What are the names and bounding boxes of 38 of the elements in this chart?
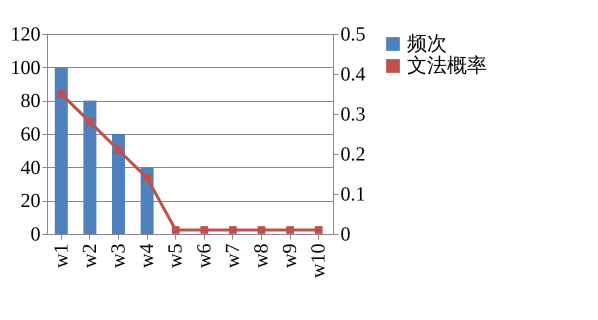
y-tick-label: 20 <box>20 190 40 212</box>
x-tick-label: w5 <box>164 244 187 268</box>
point <box>314 226 323 234</box>
y2-tick-label: 0.3 <box>340 104 366 126</box>
y-tick-label: 100 <box>10 56 40 79</box>
x-tick-label: w8 <box>250 244 272 268</box>
point <box>229 226 237 234</box>
point <box>286 226 294 234</box>
point <box>172 226 180 234</box>
y2-tick-label: 0.5 <box>340 24 366 46</box>
y2-tick-label: 0.4 <box>340 64 366 86</box>
y2-tick-label: 0.1 <box>340 184 366 206</box>
bar <box>112 134 125 234</box>
x-tick-label: w2 <box>78 244 101 268</box>
y-tick-label: 80 <box>20 90 40 112</box>
bar <box>54 67 68 234</box>
y-tick-label: 0 <box>30 224 40 246</box>
y-tick-label: 40 <box>20 156 40 179</box>
point <box>86 118 94 126</box>
point <box>57 90 66 98</box>
point <box>143 174 151 182</box>
y-tick-label: 120 <box>10 24 40 46</box>
x-tick-label: w6 <box>193 244 216 268</box>
y2-tick-label: 0 <box>340 224 350 246</box>
point <box>200 226 208 234</box>
point <box>114 146 122 154</box>
x-tick-label: w7 <box>222 244 244 268</box>
x-tick-label: w1 <box>50 244 72 268</box>
y2-tick-label: 0.2 <box>340 144 366 166</box>
x-tick-label: w9 <box>279 244 302 268</box>
legend-label: 频次 <box>407 33 447 55</box>
x-tick-label: w4 <box>136 244 158 268</box>
x-tick-label: w10 <box>308 244 330 278</box>
bar <box>83 100 96 234</box>
point <box>258 226 266 234</box>
legend-label: 文法概率 <box>407 55 487 77</box>
x-tick-label: w3 <box>108 244 130 268</box>
y-tick-label: 60 <box>20 124 40 146</box>
